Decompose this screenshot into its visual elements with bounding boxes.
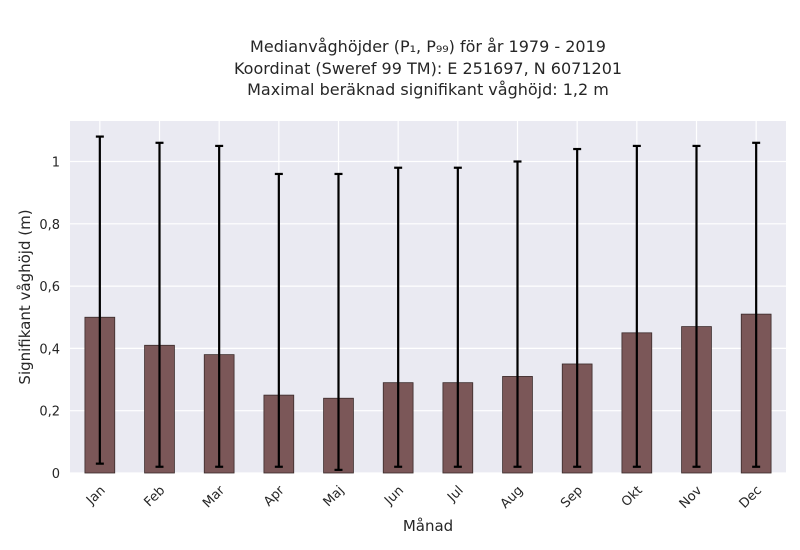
y-axis-label: Signifikant våghöjd (m) (16, 209, 34, 384)
error-bar-feb (155, 141, 164, 468)
x-tick-label: Feb (141, 483, 168, 510)
x-tick-label: Jan (83, 483, 108, 508)
y-tick-label: 0,8 (39, 218, 60, 233)
x-axis-ticks: Jan Feb Mar Apr Maj Jun Jul Aug Sep Okt Nov Dec (83, 483, 765, 512)
x-tick-label: Sep (558, 483, 586, 511)
error-bar-apr (274, 172, 283, 468)
y-tick-label: 0,4 (39, 342, 60, 357)
chart-title-line-2: Koordinat (Sweref 99 TM): E 251697, N 60… (234, 59, 622, 78)
error-bar-mar (215, 144, 224, 468)
x-tick-label: Aug (498, 483, 527, 512)
y-axis-ticks: 0 0,2 0,4 0,6 0,8 1 (39, 155, 60, 482)
x-tick-label: Okt (619, 483, 646, 510)
x-tick-label: Jun (381, 483, 407, 509)
chart-title-line-3: Maximal beräknad signifikant våghöjd: 1,… (247, 80, 609, 99)
y-tick-label: 0 (52, 467, 60, 482)
error-bar-dec (752, 141, 761, 468)
y-tick-label: 0,6 (39, 280, 60, 295)
x-tick-label: Nov (677, 483, 706, 512)
chart-title: Medianvåghöjder (P₁, P₉₉) för år 1979 - … (234, 37, 622, 99)
error-bar-aug (513, 160, 522, 468)
error-bar-maj (334, 172, 343, 471)
error-bar-jan (95, 135, 104, 465)
chart-title-line-1: Medianvåghöjder (P₁, P₉₉) för år 1979 - … (250, 37, 606, 56)
plot-area (70, 121, 786, 473)
error-bar-jul (453, 166, 462, 468)
error-bar-nov (692, 144, 701, 468)
error-bar-okt (632, 144, 641, 468)
error-bar-sep (573, 147, 582, 468)
x-tick-label: Maj (321, 483, 348, 510)
x-tick-label: Dec (737, 483, 765, 511)
error-bars (95, 135, 761, 471)
x-axis-label: Månad (403, 517, 453, 535)
y-tick-label: 0,2 (39, 405, 60, 420)
error-bar-jun (394, 166, 403, 468)
x-tick-label: Apr (261, 483, 288, 510)
y-tick-label: 1 (52, 155, 60, 170)
x-tick-label: Jul (444, 483, 466, 505)
x-tick-label: Mar (200, 483, 228, 511)
